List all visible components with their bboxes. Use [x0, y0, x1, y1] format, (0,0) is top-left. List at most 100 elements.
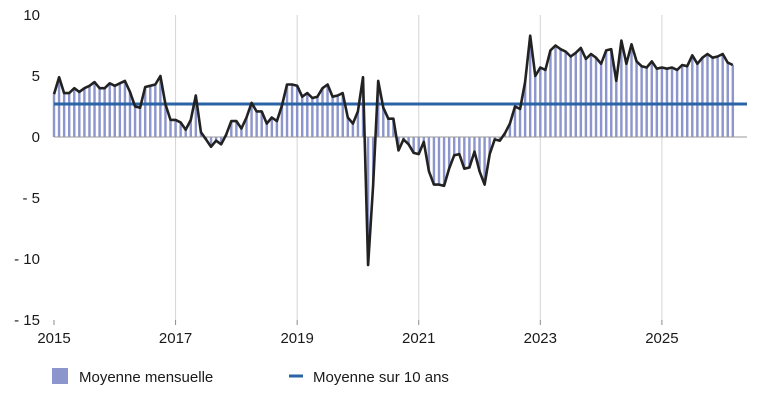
monthly-bar	[214, 137, 218, 141]
monthly-bar	[417, 137, 420, 155]
monthly-bar	[513, 106, 517, 137]
monthly-bar	[159, 76, 162, 137]
monthly-bar	[295, 85, 299, 137]
monthly-bar	[311, 97, 314, 137]
monthly-bar	[366, 137, 370, 266]
monthly-bar	[589, 54, 593, 137]
monthly-bar	[523, 82, 527, 137]
x-tick-label: 2019	[280, 330, 313, 347]
monthly-bar	[164, 104, 167, 137]
monthly-bar	[528, 35, 532, 137]
monthly-bar	[468, 137, 471, 168]
legend-label-monthly: Moyenne mensuelle	[79, 369, 213, 386]
monthly-bar	[650, 61, 653, 137]
monthly-bar	[706, 54, 709, 137]
monthly-bar	[569, 56, 572, 138]
monthly-bar	[326, 84, 329, 137]
monthly-bar	[437, 137, 441, 185]
monthly-bar	[660, 67, 664, 137]
monthly-bar	[549, 50, 552, 137]
monthly-bar	[346, 117, 350, 137]
monthly-bar	[301, 96, 304, 137]
monthly-bar	[721, 54, 724, 137]
y-tick-label: 10	[23, 7, 40, 24]
monthly-bar	[143, 86, 147, 137]
monthly-bar	[67, 93, 71, 137]
monthly-bar	[240, 128, 243, 137]
monthly-bar	[726, 62, 729, 137]
monthly-bar	[564, 51, 567, 137]
monthly-bar	[711, 57, 714, 138]
monthly-bar	[98, 88, 101, 137]
monthly-bar	[83, 88, 86, 137]
monthly-bar	[488, 137, 491, 155]
monthly-bar	[559, 49, 562, 137]
monthly-bar	[138, 107, 142, 137]
monthly-bar	[270, 117, 274, 137]
monthly-bar	[387, 118, 390, 137]
monthly-bar	[635, 61, 638, 137]
monthly-bar	[574, 52, 577, 137]
monthly-bar	[209, 137, 213, 147]
monthly-bar	[103, 88, 106, 137]
monthly-bar	[235, 121, 238, 137]
monthly-bar	[351, 123, 355, 137]
x-tick-label: 2025	[645, 330, 678, 347]
monthly-bar	[245, 117, 248, 137]
monthly-bar	[458, 137, 461, 155]
monthly-bar	[452, 137, 456, 156]
monthly-bar	[189, 119, 192, 137]
monthly-bar	[149, 85, 152, 137]
monthly-bar	[250, 102, 253, 137]
monthly-bar	[133, 106, 137, 137]
monthly-bar	[88, 85, 91, 137]
monthly-average-line	[52, 34, 734, 267]
monthly-bar	[306, 93, 309, 137]
monthly-bar	[331, 96, 334, 137]
monthly-bar	[93, 82, 96, 137]
monthly-bar	[341, 93, 344, 137]
monthly-bar	[645, 67, 648, 137]
y-tick-label: 0	[32, 129, 40, 146]
monthly-bar	[321, 88, 324, 137]
y-tick-label: - 5	[22, 190, 40, 207]
monthly-bar	[275, 121, 279, 137]
monthly-bar	[615, 80, 618, 137]
monthly-bar	[118, 83, 122, 137]
monthly-bar	[604, 50, 608, 137]
monthly-bar	[184, 129, 187, 137]
y-tick-label: - 15	[14, 312, 40, 329]
x-tick-label: 2021	[402, 330, 435, 347]
monthly-bar	[447, 137, 451, 169]
monthly-bar	[422, 137, 426, 142]
monthly-bar	[219, 137, 223, 145]
legend-label-ten-year: Moyenne sur 10 ans	[313, 369, 449, 386]
monthly-bars	[52, 35, 735, 266]
monthly-bar	[701, 57, 704, 138]
monthly-bar	[670, 67, 674, 137]
monthly-bar	[194, 95, 198, 137]
monthly-bar	[73, 88, 76, 137]
monthly-bar	[230, 121, 233, 137]
monthly-bar	[463, 137, 466, 169]
monthly-bar	[696, 63, 699, 137]
monthly-bar	[316, 96, 319, 137]
monthly-bar	[154, 84, 157, 137]
monthly-bar	[716, 56, 719, 138]
monthly-bar	[534, 76, 537, 137]
monthly-bar	[128, 91, 132, 137]
monthly-bar	[554, 45, 557, 137]
monthly-bar	[285, 84, 289, 137]
x-tick-label: 2017	[159, 330, 192, 347]
monthly-bar	[731, 65, 735, 137]
monthly-bar	[478, 137, 481, 172]
monthly-bar	[280, 105, 284, 137]
monthly-bar	[179, 122, 182, 137]
monthly-bar	[508, 123, 512, 137]
monthly-bar	[290, 84, 294, 137]
monthly-bar	[336, 95, 339, 137]
monthly-bar	[432, 137, 436, 185]
monthly-bar	[610, 49, 613, 137]
monthly-bar	[686, 66, 689, 137]
